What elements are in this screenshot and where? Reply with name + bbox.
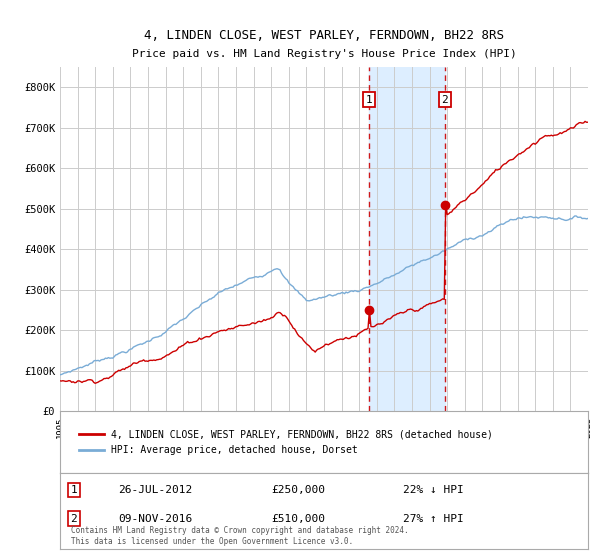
Text: 2: 2	[442, 95, 448, 105]
Text: 2: 2	[71, 514, 77, 524]
Text: 1: 1	[71, 485, 77, 495]
Text: 4, LINDEN CLOSE, WEST PARLEY, FERNDOWN, BH22 8RS: 4, LINDEN CLOSE, WEST PARLEY, FERNDOWN, …	[144, 29, 504, 42]
Text: £510,000: £510,000	[271, 514, 325, 524]
Text: 22% ↓ HPI: 22% ↓ HPI	[403, 485, 464, 495]
Bar	[369, 67, 445, 411]
Text: Contains HM Land Registry data © Crown copyright and database right 2024.
This d: Contains HM Land Registry data © Crown c…	[71, 526, 408, 546]
Text: 1: 1	[366, 95, 373, 105]
Legend: 4, LINDEN CLOSE, WEST PARLEY, FERNDOWN, BH22 8RS (detached house), HPI: Average : 4, LINDEN CLOSE, WEST PARLEY, FERNDOWN, …	[76, 426, 497, 459]
Text: £250,000: £250,000	[271, 485, 325, 495]
Text: 09-NOV-2016: 09-NOV-2016	[118, 514, 193, 524]
Text: Price paid vs. HM Land Registry's House Price Index (HPI): Price paid vs. HM Land Registry's House …	[131, 49, 517, 59]
Text: 26-JUL-2012: 26-JUL-2012	[118, 485, 193, 495]
Text: 27% ↑ HPI: 27% ↑ HPI	[403, 514, 464, 524]
